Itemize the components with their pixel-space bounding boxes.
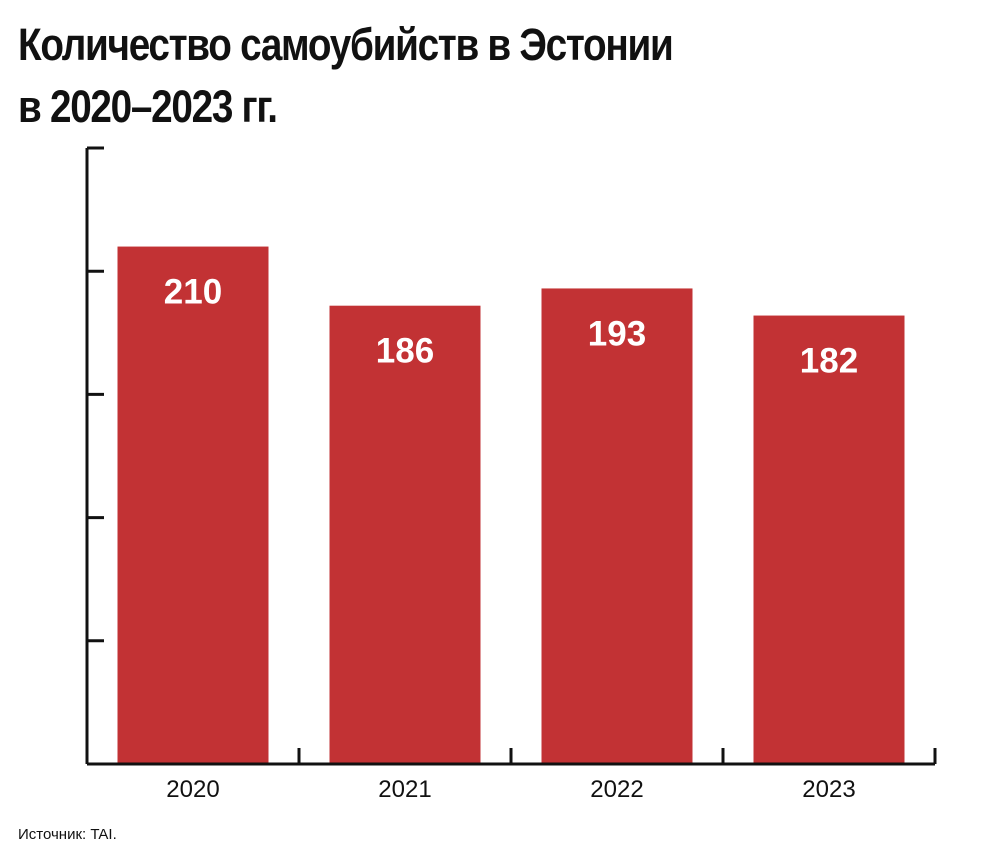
value-label-2020: 210 <box>164 273 222 312</box>
category-label-2021: 2021 <box>378 776 431 803</box>
bar-2021 <box>329 305 481 764</box>
chart-title: Количество самоубийств в Эстонии в 2020–… <box>18 14 844 138</box>
labels-group: 210 2020 186 2021 193 2022 182 2023 <box>164 273 858 803</box>
value-label-2021: 186 <box>376 332 434 371</box>
chart-title-line-1: Количество самоубийств в Эстонии <box>18 19 674 70</box>
bars-group <box>117 246 905 764</box>
chart-title-line-2: в 2020–2023 гг. <box>18 81 278 132</box>
value-label-2023: 182 <box>800 342 858 381</box>
value-label-2022: 193 <box>588 314 646 353</box>
bar-2022 <box>541 288 693 764</box>
category-label-2020: 2020 <box>166 776 219 803</box>
bar-2023 <box>753 315 905 764</box>
axes-group <box>85 146 937 766</box>
category-label-2023: 2023 <box>802 776 855 803</box>
category-label-2022: 2022 <box>590 776 643 803</box>
bar-2020 <box>117 246 269 764</box>
source-note: Источник: TAI. <box>18 826 117 843</box>
